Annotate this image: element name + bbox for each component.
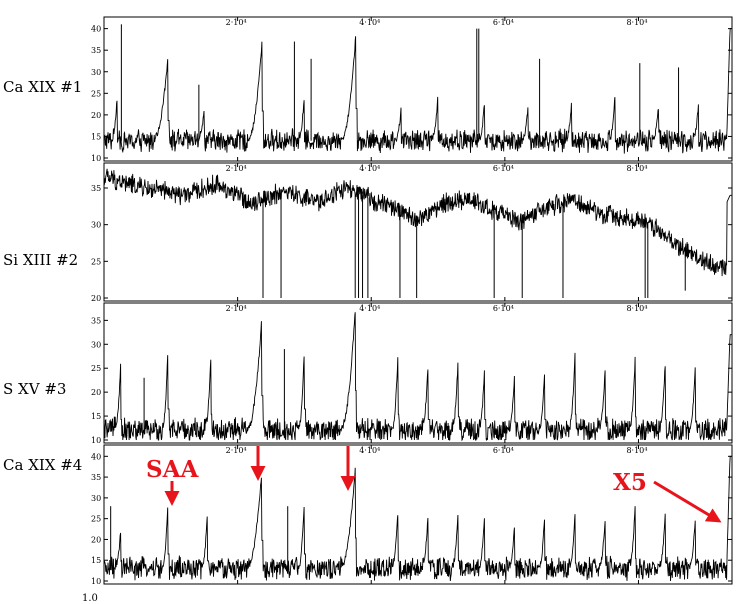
x-tick-label: 8·10⁴: [626, 446, 647, 455]
x-tick-label: 8·10⁴: [626, 164, 647, 173]
y-tick-label: 10: [91, 436, 101, 445]
saa-annotation: SAA: [146, 456, 199, 483]
x-tick-label: 8·10⁴: [626, 18, 647, 27]
y-tick-label: 15: [91, 556, 101, 565]
y-tick-label: 35: [91, 46, 101, 55]
y-tick-label: 25: [91, 257, 101, 266]
y-tick-label: 25: [91, 89, 101, 98]
annotations: SAA X5: [146, 456, 647, 496]
x5-arrow: [653, 480, 722, 523]
y-tick-label: 15: [91, 132, 101, 141]
y-tick-label: 30: [91, 340, 101, 349]
panel-3: S XV #3 2·10⁴ 4·10⁴ 6·10⁴ 8·10⁴ 10 15 20 25 30 35: [3, 302, 733, 445]
x-tick-label: 2·10⁴: [226, 304, 247, 313]
panel-2: Si XIII #2 2·10⁴ 4·10⁴ 6·10⁴ 8·10⁴ 20 25 30 35: [3, 162, 733, 303]
panels: Ca XIX #1 2·10⁴ 4·10⁴ 6·10⁴ 8·10⁴ 10 15 20 25 30 3…: [3, 16, 733, 586]
series-label: Ca XIX #1: [3, 78, 82, 96]
y-tick-label: 35: [91, 184, 101, 193]
y-tick-label: 20: [91, 535, 101, 544]
panel-frame: [103, 16, 733, 162]
panel-4: Ca XIX #4 2·10⁴ 4·10⁴ 6·10⁴ 8·10⁴ 10 15 20 25 30 3…: [3, 444, 733, 586]
y-tick-label: 40: [91, 25, 101, 34]
panel-frame: [103, 444, 733, 585]
series-trace: [103, 28, 732, 154]
y-tick-label: 25: [91, 364, 101, 373]
x5-annotation: X5: [613, 469, 647, 496]
series-trace: [103, 168, 732, 277]
y-tick-label: 20: [91, 388, 101, 397]
x-tick-label: 6·10⁴: [493, 304, 514, 313]
x-tick-label: 6·10⁴: [493, 164, 514, 173]
y-tick-label: 40: [91, 452, 101, 461]
series-label: Ca XIX #4: [3, 456, 82, 474]
y-tick-label: 20: [91, 111, 101, 120]
y-tick-label: 35: [91, 473, 101, 482]
x-tick-label: 4·10⁴: [359, 446, 380, 455]
panel-1: Ca XIX #1 2·10⁴ 4·10⁴ 6·10⁴ 8·10⁴ 10 15 20 25 30 3…: [3, 16, 733, 163]
y-tick-label: 10: [91, 577, 101, 586]
x-tick-label: 4·10⁴: [359, 304, 380, 313]
y-tick-label: 30: [91, 68, 101, 77]
panel-frame: [103, 302, 733, 444]
series-label: Si XIII #2: [3, 251, 78, 269]
y-tick-label: 15: [91, 412, 101, 421]
series-trace: [103, 312, 732, 442]
annotation-arrows: [164, 446, 722, 523]
x-tick-label: 2·10⁴: [226, 164, 247, 173]
series-label: S XV #3: [3, 380, 66, 398]
x-tick-label: 6·10⁴: [493, 446, 514, 455]
y-tick-label: 35: [91, 316, 101, 325]
series-trace: [103, 455, 732, 582]
x-tick-label: 4·10⁴: [359, 164, 380, 173]
bottom-left-label: 1.0: [82, 593, 98, 604]
y-tick-label: 30: [91, 221, 101, 230]
x-tick-label: 6·10⁴: [493, 18, 514, 27]
y-tick-label: 30: [91, 494, 101, 503]
y-tick-label: 10: [91, 154, 101, 163]
x-tick-label: 2·10⁴: [226, 18, 247, 27]
panel-frame: [103, 162, 733, 302]
x-tick-label: 2·10⁴: [226, 446, 247, 455]
y-tick-label: 25: [91, 515, 101, 524]
x-tick-label: 8·10⁴: [626, 304, 647, 313]
y-tick-label: 20: [91, 294, 101, 303]
x-tick-label: 4·10⁴: [359, 18, 380, 27]
